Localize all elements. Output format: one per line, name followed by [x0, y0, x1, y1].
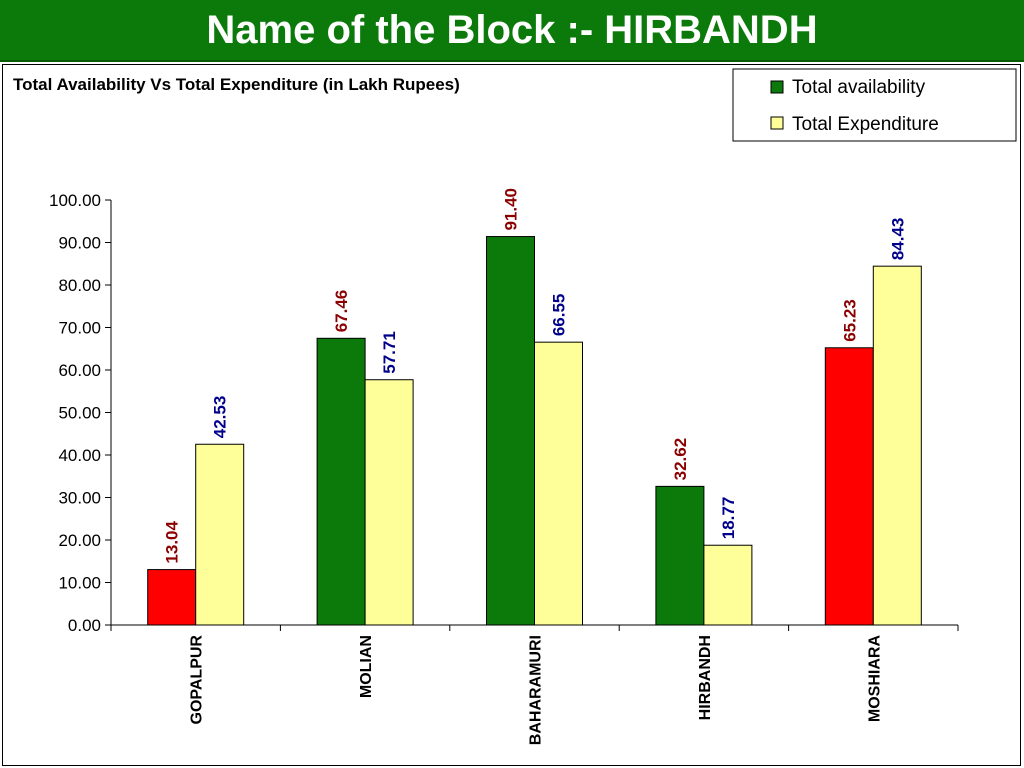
bar [655, 485, 705, 626]
data-label: 65.23 [840, 299, 859, 342]
x-tick-label: GOPALPUR [189, 635, 206, 725]
axes: 0.00 10.00 20.00 30.00 40.00 50.00 60.00 70.00 8… [49, 191, 959, 745]
data-label: 84.43 [888, 218, 907, 261]
y-tick-label: 40.00 [58, 446, 101, 465]
data-label: 18.77 [719, 497, 738, 540]
legend: Total availability Total Expenditure [732, 68, 1017, 142]
data-label: 66.55 [550, 294, 569, 337]
bar [703, 544, 753, 626]
y-tick-label: 10.00 [58, 574, 101, 593]
y-tick-label: 90.00 [58, 234, 101, 253]
legend-label-total-expenditure: Total Expenditure [792, 114, 939, 135]
bar [824, 347, 874, 626]
chart-title: Total Availability Vs Total Expenditure … [13, 75, 460, 94]
legend-label-total-availability: Total availability [792, 77, 926, 98]
y-tick-label: 60.00 [58, 361, 101, 380]
y-tick-label: 30.00 [58, 489, 101, 508]
slide-header: Name of the Block :- HIRBANDH [0, 0, 1024, 62]
y-tick-label: 70.00 [58, 319, 101, 338]
data-label: 32.62 [671, 438, 690, 481]
data-label: 13.04 [163, 520, 182, 563]
bar-chart: Total Availability Vs Total Expenditure … [13, 68, 1017, 745]
x-tick-label: MOLIAN [358, 635, 375, 698]
chart-panel: Total Availability Vs Total Expenditure … [2, 64, 1021, 766]
bar [872, 265, 922, 626]
y-tick-label: 50.00 [58, 404, 101, 423]
x-tick-label: MOSHIARA [866, 635, 883, 723]
x-tick-label: BAHARAMURI [528, 635, 545, 745]
y-tick-label: 80.00 [58, 276, 101, 295]
data-label: 42.53 [211, 396, 230, 439]
labels: 13.04 67.46 91.40 32.62 65.23 42.53 57.71 66.55… [163, 188, 908, 564]
data-label: 57.71 [380, 331, 399, 374]
y-tick-label: 20.00 [58, 531, 101, 550]
legend-swatch-total-expenditure [770, 116, 784, 130]
data-label: 91.40 [502, 188, 521, 231]
data-label: 67.46 [332, 290, 351, 333]
y-tick-label: 0.00 [68, 616, 101, 635]
bars [147, 236, 922, 626]
bar [316, 337, 366, 626]
y-tick-label: 100.00 [49, 191, 101, 210]
bar [195, 443, 245, 626]
x-tick-label: HIRBANDH [697, 635, 714, 720]
bar [364, 379, 414, 626]
bar [534, 341, 583, 626]
legend-swatch-total-availability [770, 80, 784, 94]
bar [486, 236, 535, 626]
bar [147, 569, 197, 626]
slide-title: Name of the Block :- HIRBANDH [206, 8, 818, 52]
